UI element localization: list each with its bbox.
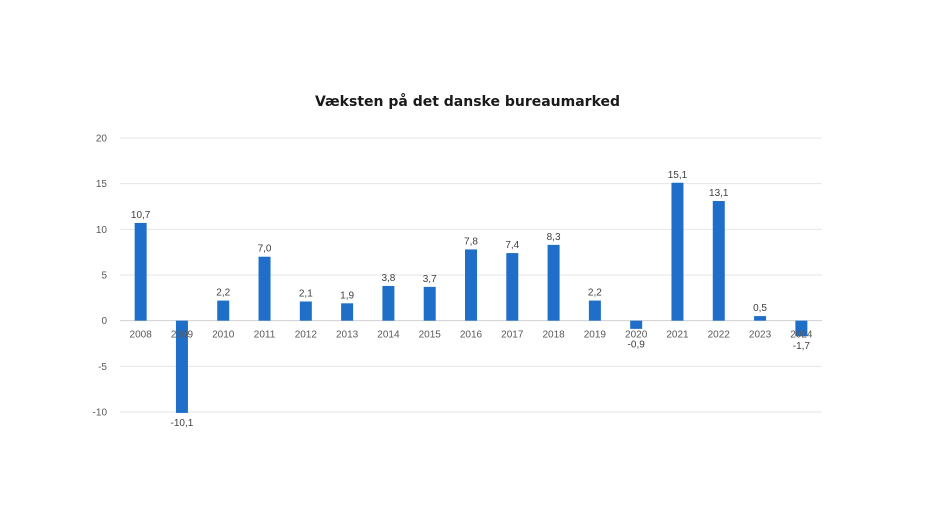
- category-label: 2008: [130, 330, 153, 341]
- y-tick-label: 20: [96, 134, 108, 145]
- data-labels: 10,7 -10,1 2,2 7,0 2,1 1,9 3,8 3,7 7,8 7,4 8,3 2,2 -…: [131, 170, 810, 429]
- bars: [134, 182, 808, 413]
- bar-2017: [506, 253, 519, 321]
- chart-title: Væksten på det danske bureaumarked: [314, 94, 621, 110]
- y-tick-label: -10: [93, 408, 108, 419]
- data-label: 1,9: [340, 290, 354, 301]
- data-label: 7,8: [464, 236, 478, 247]
- data-label: 2,2: [216, 288, 230, 299]
- y-tick-label: 15: [96, 179, 108, 190]
- category-label: 2010: [212, 330, 235, 341]
- category-label: 2023: [749, 330, 772, 341]
- category-label: 2012: [295, 330, 318, 341]
- category-label: 2013: [336, 330, 359, 341]
- x-axis-categories: 2008 2009 2010 2011 2012 2013 2014 2015 2016 2017…: [130, 330, 813, 341]
- bar-2024: [795, 320, 808, 337]
- data-label: 3,8: [381, 273, 395, 284]
- category-label: 2024: [790, 330, 813, 341]
- bar-2018: [547, 244, 560, 321]
- y-tick-label: 5: [101, 271, 107, 282]
- y-axis-ticks: 20 15 10 5 0 -5 -10: [93, 134, 108, 419]
- data-label: -1,7: [793, 341, 811, 352]
- category-label: 2011: [254, 330, 276, 341]
- bar-2008: [134, 222, 147, 321]
- data-label: -10,1: [171, 418, 194, 429]
- data-label: 0,5: [753, 303, 767, 314]
- category-label: 2018: [542, 330, 565, 341]
- bar-2010: [217, 300, 230, 321]
- bar-2019: [588, 300, 601, 321]
- bar-2023: [754, 316, 767, 321]
- y-tick-label: -5: [98, 362, 107, 373]
- category-label: 2016: [460, 330, 483, 341]
- data-label: 15,1: [668, 170, 688, 181]
- data-label: 13,1: [709, 188, 729, 199]
- bar-2021: [671, 182, 684, 321]
- bar-2016: [465, 249, 477, 321]
- category-label: 2009: [171, 330, 194, 341]
- bar-2014: [382, 285, 395, 321]
- data-label: 2,1: [299, 288, 313, 299]
- bar-2020: [630, 320, 643, 329]
- bar-2013: [341, 303, 354, 321]
- y-tick-label: 10: [96, 225, 108, 236]
- data-label: 10,7: [131, 210, 151, 221]
- bar-2015: [423, 286, 436, 321]
- data-label: 8,3: [547, 232, 561, 243]
- category-label: 2022: [708, 330, 731, 341]
- bar-2022: [712, 201, 725, 321]
- data-label: 2,2: [588, 288, 602, 299]
- data-label: 7,0: [258, 244, 272, 255]
- category-label: 2017: [501, 330, 524, 341]
- data-label: 7,4: [505, 240, 519, 251]
- bar-2012: [299, 301, 312, 321]
- category-label: 2019: [584, 330, 607, 341]
- y-tick-label: 0: [101, 316, 107, 327]
- bar-2009: [175, 320, 188, 413]
- data-label: 3,7: [423, 274, 437, 285]
- category-label: 2014: [377, 330, 400, 341]
- bar-2011: [258, 256, 271, 321]
- category-label: 2020: [625, 330, 648, 341]
- data-label: -0,9: [628, 340, 646, 351]
- category-label: 2021: [666, 330, 689, 341]
- category-label: 2015: [419, 330, 442, 341]
